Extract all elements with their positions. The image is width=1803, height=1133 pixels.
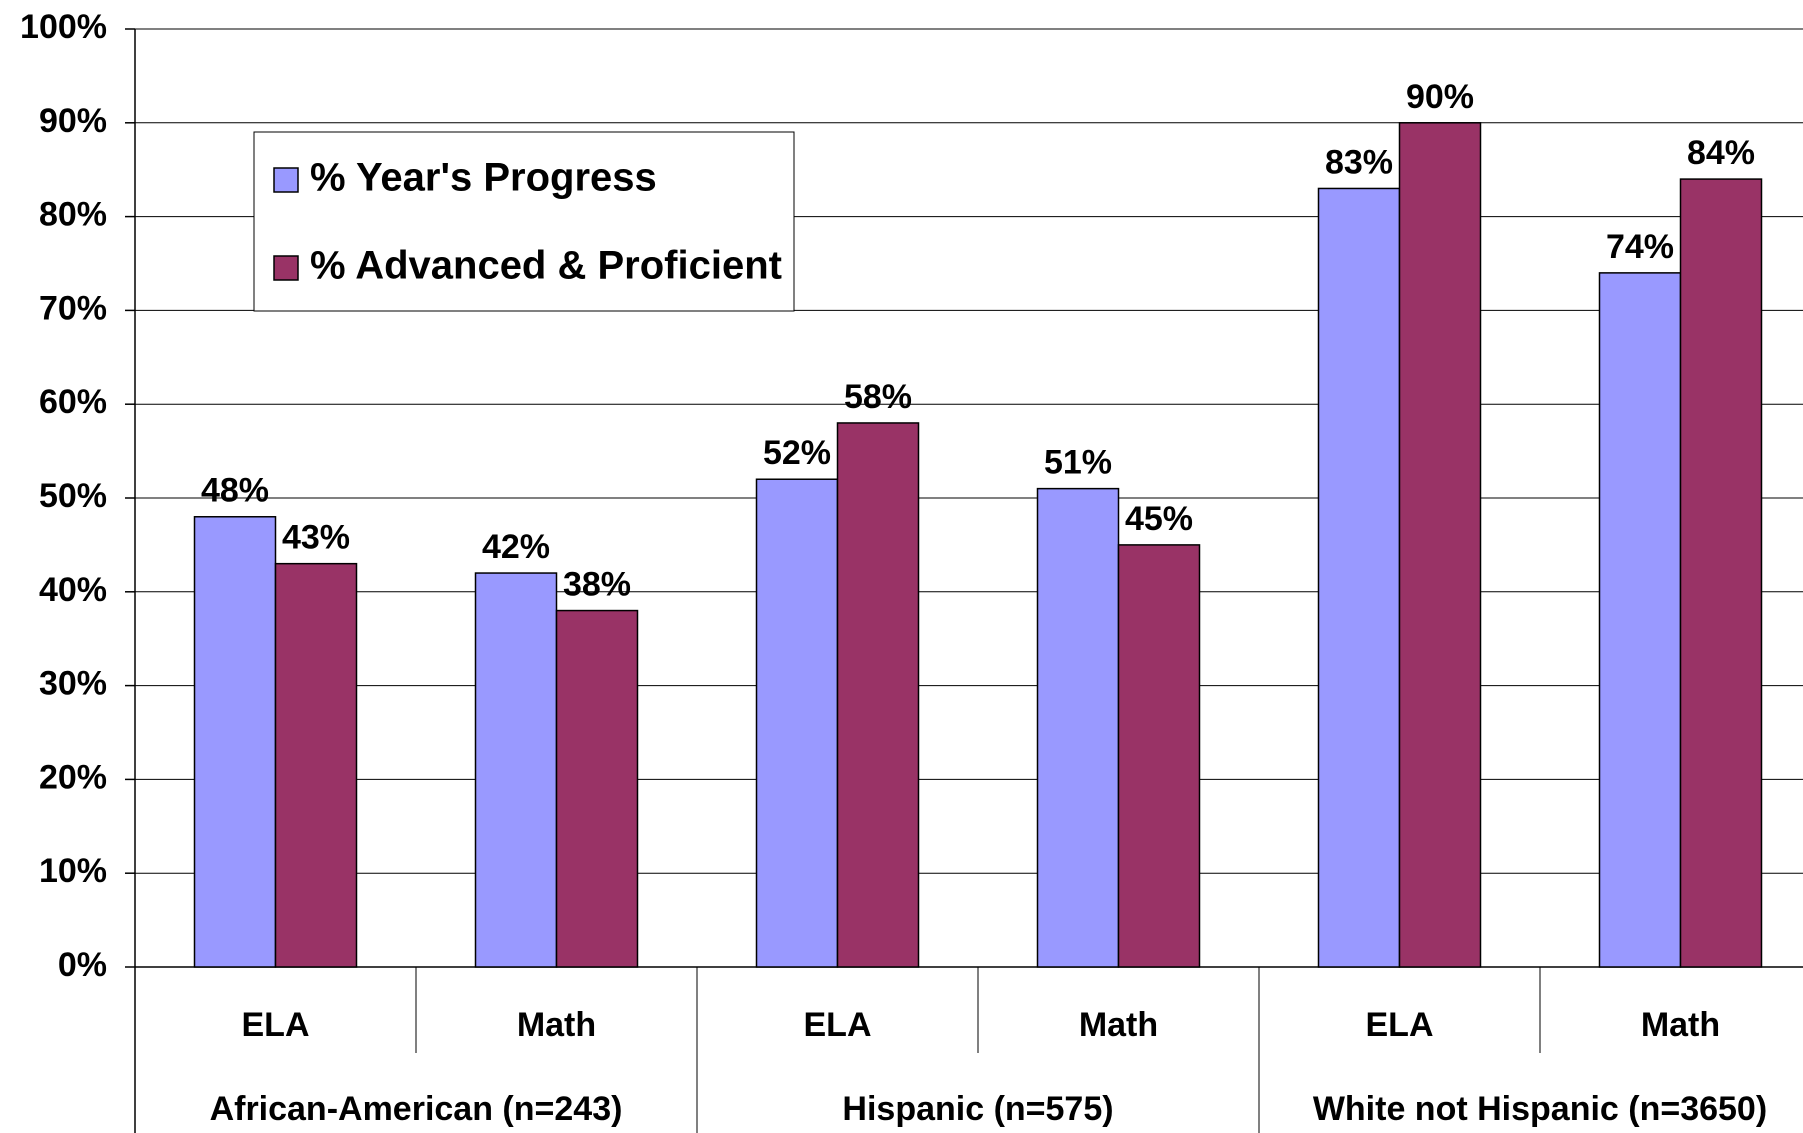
bar xyxy=(1117,544,1201,968)
value-label: 45% xyxy=(1125,500,1193,538)
y-tick-label: 0% xyxy=(58,946,107,984)
y-tick-label: 90% xyxy=(39,102,107,140)
value-label: 51% xyxy=(1044,444,1112,482)
bar xyxy=(193,516,277,968)
bar xyxy=(1036,487,1120,968)
value-label: 38% xyxy=(563,566,631,604)
bar xyxy=(1398,122,1482,968)
y-tick-label: 30% xyxy=(39,665,107,703)
y-tick-label: 70% xyxy=(39,289,107,327)
y-tick-label: 80% xyxy=(39,196,107,234)
value-label: 74% xyxy=(1606,228,1674,266)
x-tick-label: ELA xyxy=(1366,1006,1434,1044)
value-label: 90% xyxy=(1406,78,1474,116)
legend-label: % Advanced & Proficient xyxy=(310,244,782,288)
bar xyxy=(1598,272,1682,968)
value-label: 84% xyxy=(1687,134,1755,172)
bar xyxy=(755,478,839,968)
value-label: 48% xyxy=(201,472,269,510)
x-tick-label: Math xyxy=(1641,1006,1720,1044)
y-tick-label: 10% xyxy=(39,852,107,890)
bar xyxy=(274,562,358,968)
value-label: 42% xyxy=(482,528,550,566)
legend-box xyxy=(253,131,795,312)
y-tick-label: 60% xyxy=(39,383,107,421)
group-label: African-American (n=243) xyxy=(210,1090,623,1128)
bar xyxy=(836,422,920,968)
y-tick-label: 40% xyxy=(39,571,107,609)
y-tick-label: 20% xyxy=(39,758,107,796)
bar xyxy=(555,609,639,968)
bar xyxy=(1317,187,1401,968)
value-label: 83% xyxy=(1325,143,1393,181)
legend-swatch xyxy=(273,255,299,281)
group-label: White not Hispanic (n=3650) xyxy=(1313,1090,1767,1128)
x-tick-label: Math xyxy=(517,1006,596,1044)
value-label: 43% xyxy=(282,519,350,557)
y-tick-label: 100% xyxy=(20,8,107,46)
legend-label: % Year's Progress xyxy=(310,156,657,200)
legend-swatch xyxy=(273,167,299,193)
x-tick-label: ELA xyxy=(804,1006,872,1044)
x-tick-label: ELA xyxy=(242,1006,310,1044)
y-tick-label: 50% xyxy=(39,477,107,515)
value-label: 58% xyxy=(844,378,912,416)
bar xyxy=(474,572,558,968)
x-tick-label: Math xyxy=(1079,1006,1158,1044)
value-label: 52% xyxy=(763,434,831,472)
bar xyxy=(1679,178,1763,968)
group-label: Hispanic (n=575) xyxy=(842,1090,1113,1128)
